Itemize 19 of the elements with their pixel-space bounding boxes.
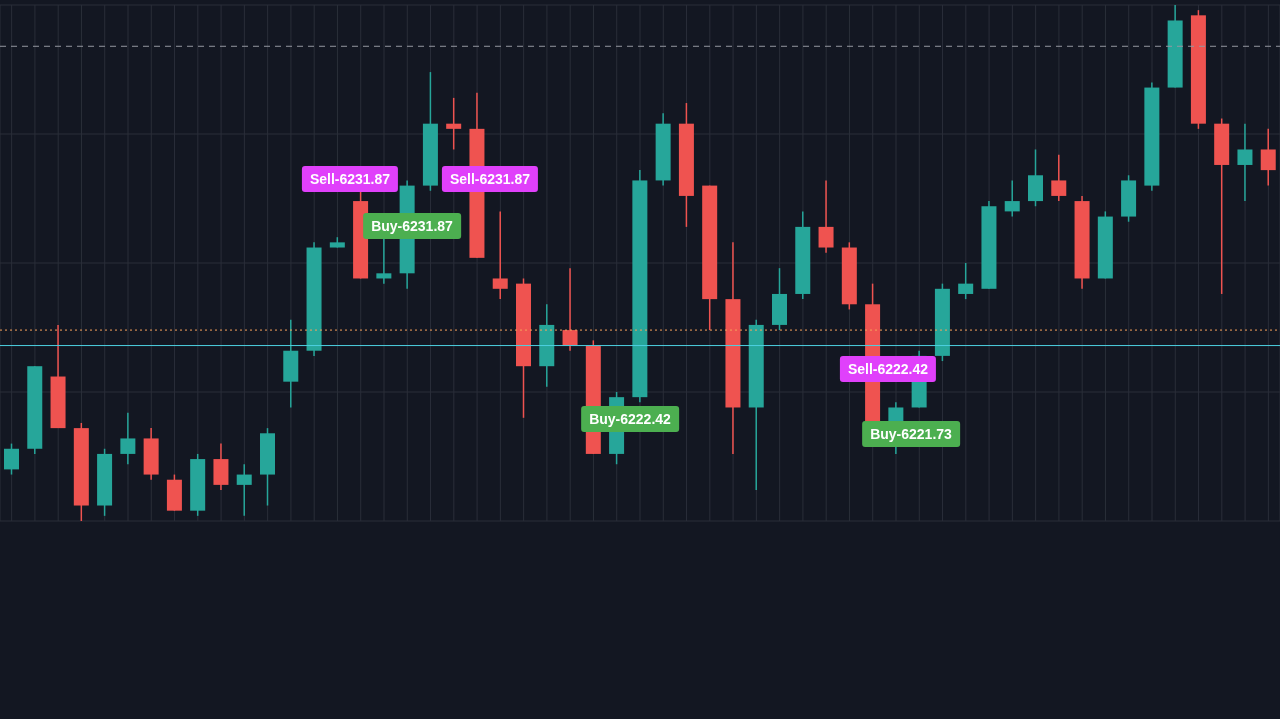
candlestick: [446, 97, 462, 151]
annotation: Buy-6221.73: [870, 426, 952, 442]
candlestick: [1004, 179, 1020, 218]
candlestick: [562, 267, 578, 352]
candlestick: [4, 442, 19, 476]
candlestick: [376, 236, 392, 285]
candlestick: [818, 179, 834, 254]
candlestick: [492, 210, 508, 300]
candlestick: [1237, 122, 1253, 202]
candlestick: [120, 411, 136, 465]
candlestick: [1260, 128, 1276, 187]
candlestick: [958, 262, 974, 300]
annotation: Buy-6222.42: [589, 411, 671, 427]
annotation: Sell-6222.42: [847, 361, 929, 377]
annotation: Sell-6231.87: [309, 171, 391, 187]
candlestick: [1051, 153, 1067, 202]
annotation: Buy-6231.87: [371, 218, 453, 234]
candlestick: [236, 463, 252, 517]
annotation: Sell-6231.87: [449, 171, 531, 187]
